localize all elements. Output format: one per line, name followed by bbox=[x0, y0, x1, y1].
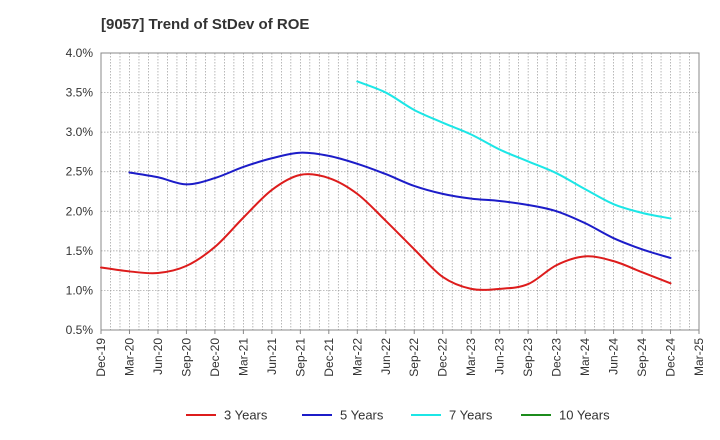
chart-title: [9057] Trend of StDev of ROE bbox=[101, 16, 310, 33]
legend: 3 Years 5 Years 7 Years 10 Years bbox=[186, 408, 610, 423]
y-tick-label: 1.5% bbox=[66, 244, 94, 258]
x-tick-label: Mar-22 bbox=[350, 338, 364, 376]
x-tick-label: Jun-23 bbox=[493, 338, 507, 375]
legend-label-5-years: 5 Years bbox=[340, 408, 384, 423]
series-lines bbox=[100, 80, 672, 291]
x-tick-label: Sep-21 bbox=[293, 338, 307, 377]
x-tick-label: Dec-22 bbox=[436, 338, 450, 377]
x-tick-label: Mar-20 bbox=[122, 338, 136, 376]
x-tick-label: Dec-23 bbox=[550, 338, 564, 377]
x-tick-label: Jun-24 bbox=[607, 338, 621, 375]
series-line-7-years bbox=[356, 80, 672, 220]
y-tick-label: 3.5% bbox=[66, 86, 94, 100]
x-tick-label: Sep-23 bbox=[521, 338, 535, 377]
x-tick-label: Mar-24 bbox=[578, 338, 592, 376]
x-tick-label: Jun-21 bbox=[265, 338, 279, 375]
x-tick-label: Sep-24 bbox=[635, 338, 649, 377]
x-tick-label: Sep-20 bbox=[179, 338, 193, 377]
plot-border bbox=[100, 52, 700, 331]
y-tick-label: 1.0% bbox=[66, 283, 94, 297]
x-tick-label: Mar-21 bbox=[236, 338, 250, 376]
plot-area bbox=[101, 53, 699, 330]
x-tick-label: Jun-22 bbox=[379, 338, 393, 375]
legend-label-7-years: 7 Years bbox=[449, 408, 493, 423]
series-line-5-years bbox=[128, 151, 672, 259]
y-tick-label: 4.0% bbox=[66, 46, 94, 60]
y-tick-label: 0.5% bbox=[66, 323, 94, 337]
x-tick-label: Dec-21 bbox=[322, 338, 336, 377]
legend-label-3-years: 3 Years bbox=[224, 408, 268, 423]
x-tick-label: Mar-25 bbox=[692, 338, 706, 376]
x-tick-label: Jun-20 bbox=[151, 338, 165, 375]
legend-label-10-years: 10 Years bbox=[559, 408, 610, 423]
x-tick-label: Sep-22 bbox=[407, 338, 421, 377]
series-line-3-years bbox=[100, 173, 672, 291]
y-tick-label: 2.0% bbox=[66, 204, 94, 218]
y-tick-label: 3.0% bbox=[66, 125, 94, 139]
y-tick-label: 2.5% bbox=[66, 165, 94, 179]
x-tick-label: Dec-20 bbox=[208, 338, 222, 377]
x-tick-label: Dec-19 bbox=[94, 338, 108, 377]
x-tick-label: Dec-24 bbox=[664, 338, 678, 377]
axes: 0.5% 1.0% 1.5% 2.0% 2.5% 3.0% 3.5% 4.0% Dec-19 Ma… bbox=[66, 46, 706, 377]
x-tick-label: Mar-23 bbox=[464, 338, 478, 376]
